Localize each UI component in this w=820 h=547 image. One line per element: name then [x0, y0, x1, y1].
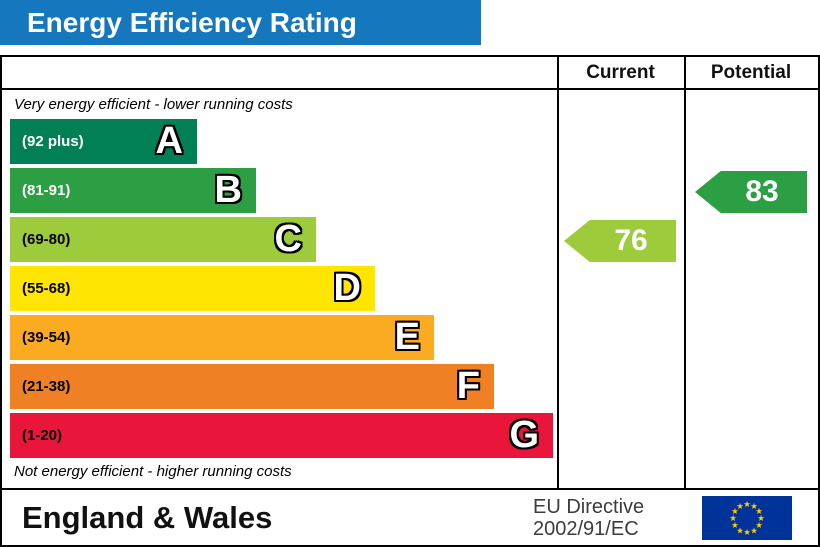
current-rating-arrow: 76: [564, 220, 676, 262]
eu-star-icon: ★: [755, 520, 763, 530]
eu-flag-icon: ★ ★★★★★★★★★★★: [702, 495, 792, 540]
band-row-f: (21-38) F: [10, 364, 555, 409]
band-range-label: (92 plus): [22, 133, 84, 150]
column-divider-potential: [684, 57, 686, 488]
eu-flag-stars: ★ ★★★★★★★★★★★: [729, 499, 765, 537]
eu-star-icon: ★: [743, 527, 751, 537]
band-row-c: (69-80) C: [10, 217, 555, 262]
column-header-current: Current: [586, 62, 655, 83]
column-header-potential: Potential: [710, 62, 792, 83]
band-range-label: (55-68): [22, 280, 71, 297]
band-row-a: (92 plus) A: [10, 119, 555, 164]
band-letter: A: [155, 120, 183, 162]
band-range-label: (39-54): [22, 329, 71, 346]
eu-directive-line1: EU Directive: [533, 495, 645, 518]
eu-flag-field: [702, 495, 792, 540]
eu-directive-text: EU Directive 2002/91/EC: [533, 496, 644, 540]
band-row-d: (55-68) D: [10, 266, 555, 311]
potential-rating-arrow: 83: [695, 171, 807, 213]
bottom-efficiency-note: Not energy efficient - higher running co…: [14, 463, 292, 480]
current-rating-value: 76: [614, 224, 648, 257]
band-bar-g: (1-20) G: [10, 413, 553, 458]
eu-star-icon: ★: [731, 520, 739, 530]
eu-star-icon: ★: [755, 506, 763, 516]
eu-directive-line2: 2002/91/EC: [533, 517, 639, 540]
band-row-g: (1-20) G: [10, 413, 555, 458]
band-range-label: (1-20): [22, 427, 63, 444]
band-letter: B: [214, 169, 242, 211]
band-bar-a: (92 plus) A: [10, 119, 197, 164]
band-letter: E: [394, 316, 420, 358]
eu-star-icon: ★: [743, 499, 751, 509]
eu-star-icon: ★: [736, 501, 744, 511]
band-letter: D: [333, 267, 361, 309]
potential-rating-value: 83: [745, 175, 779, 208]
band-range-label: (69-80): [22, 231, 71, 248]
band-letter: G: [509, 414, 539, 456]
eu-star-icon: ★: [731, 506, 739, 516]
band-range-label: (21-38): [22, 378, 71, 395]
band-letter: C: [274, 218, 302, 260]
column-divider-current: [557, 57, 559, 488]
band-bar-d: (55-68) D: [10, 266, 375, 311]
band-bar-b: (81-91) B: [10, 168, 256, 213]
band-range-label: (81-91): [22, 182, 71, 199]
page-title: Energy Efficiency Rating: [0, 0, 481, 45]
epc-chart: Current Potential Very energy efficient …: [0, 55, 820, 490]
region-label: England & Wales: [22, 499, 273, 535]
footer-bar: England & Wales EU Directive 2002/91/EC …: [0, 490, 820, 547]
band-letter: F: [456, 365, 480, 407]
band-bar-f: (21-38) F: [10, 364, 494, 409]
eu-star-icon: ★: [729, 513, 737, 523]
band-row-b: (81-91) B: [10, 168, 555, 213]
column-header-row: [2, 57, 818, 90]
bands: (92 plus) A (81-91) B (69-80) C (55-68) D (39-54…: [10, 119, 555, 462]
eu-star-icon: ★: [757, 513, 765, 523]
eu-star-icon: ★: [750, 501, 758, 511]
eu-star-icon: ★: [736, 525, 744, 535]
eu-star-icon: ★: [750, 525, 758, 535]
band-bar-e: (39-54) E: [10, 315, 434, 360]
band-row-e: (39-54) E: [10, 315, 555, 360]
band-bar-c: (69-80) C: [10, 217, 316, 262]
top-efficiency-note: Very energy efficient - lower running co…: [14, 96, 293, 113]
